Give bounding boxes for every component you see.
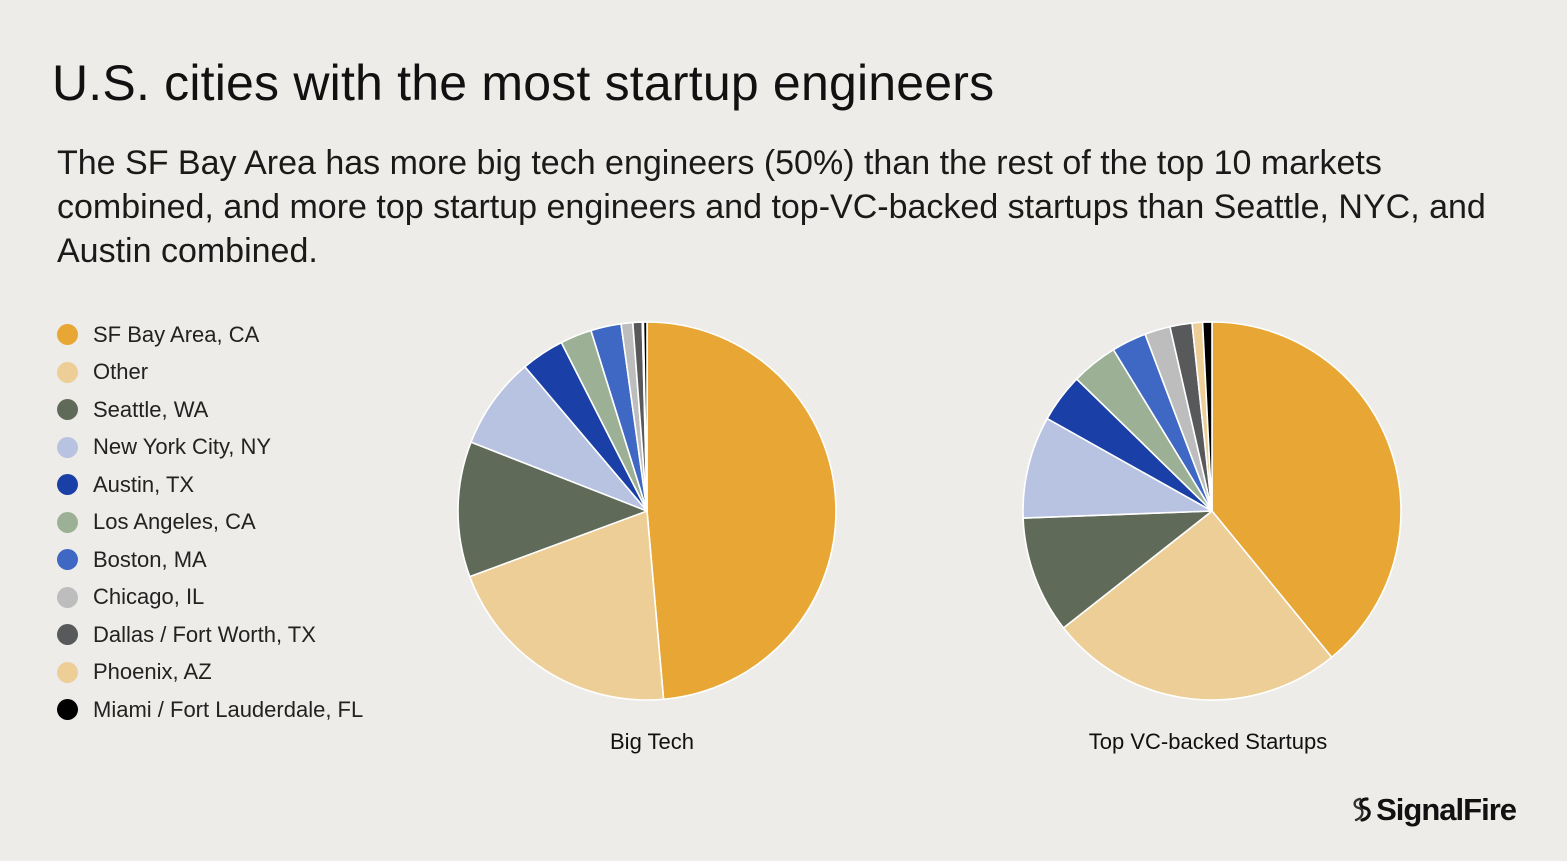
big-tech-pie-label: Big Tech [610,729,694,754]
legend-item: Seattle, WA [57,391,363,429]
legend-swatch [57,361,78,383]
legend-item: Los Angeles, CA [57,504,363,542]
legend-item: SF Bay Area, CA [57,316,363,354]
pie-slice-seattle-wa [457,441,648,578]
legend-item: Phoenix, AZ [57,654,363,692]
pie-slice-other [1062,510,1333,701]
signalfire-logo: SignalFire [1353,792,1517,828]
pie-slice-miami-fort-lauderdale-fl [1201,321,1213,512]
pie-slice-new-york-city-ny [470,365,648,512]
legend-swatch [57,661,78,683]
legend-label: New York City, NY [93,434,272,460]
legend-swatch [57,549,78,571]
legend-label: Miami / Fort Lauderdale, FL [93,696,364,722]
legend-item: Austin, TX [57,466,363,504]
pie-slice-seattle-wa [1022,510,1213,629]
legend-label: Chicago, IL [93,584,205,610]
legend: SF Bay Area, CA Other Seattle, WA New Yo… [57,316,363,729]
startups-pie-label: Top VC-backed Startups [1088,729,1328,754]
legend-item: New York City, NY [57,429,363,467]
legend-swatch [57,624,78,646]
startups-pie [1022,321,1402,701]
legend-label: Other [93,359,149,385]
legend-label: Los Angeles, CA [93,509,256,535]
big-tech-pie [457,321,837,701]
legend-swatch [57,511,78,533]
legend-label: SF Bay Area, CA [93,321,260,347]
legend-label: Boston, MA [93,546,207,572]
legend-swatch [57,436,78,458]
pie-slice-other [468,510,665,701]
pie-slice-miami-fort-lauderdale-fl [642,321,648,512]
legend-item: Other [57,354,363,392]
legend-swatch [57,586,78,608]
legend-label: Austin, TX [93,471,195,497]
legend-item: Boston, MA [57,541,363,579]
legend-label: Phoenix, AZ [93,659,212,685]
legend-swatch [57,699,78,721]
legend-swatch [57,474,78,496]
pie-slice-sf-bay-area-ca [1211,321,1402,659]
legend-label: Dallas / Fort Worth, TX [93,621,316,647]
legend-label: Seattle, WA [93,396,209,422]
chart-title: U.S. cities with the most startup engine… [52,55,995,111]
legend-swatch [57,399,78,421]
legend-item: Dallas / Fort Worth, TX [57,616,363,654]
legend-item: Miami / Fort Lauderdale, FL [57,691,363,729]
signalfire-logo-icon [1353,797,1371,822]
pie-slice-sf-bay-area-ca [646,321,837,701]
pie-slice-new-york-city-ny [1022,417,1213,519]
legend-item: Chicago, IL [57,579,363,617]
chart-subtitle: The SF Bay Area has more big tech engine… [57,144,1486,270]
brand-name: SignalFire [1376,792,1517,827]
legend-swatch [57,324,78,346]
